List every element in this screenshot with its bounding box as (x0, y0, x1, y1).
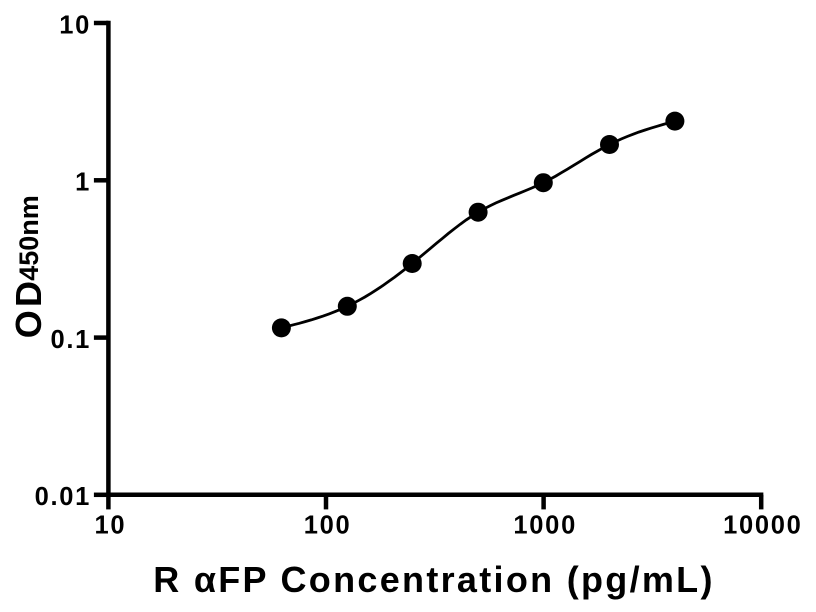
svg-text:OD: OD (8, 278, 49, 338)
svg-text:1: 1 (75, 169, 91, 197)
svg-text:100: 100 (304, 511, 352, 539)
svg-text:10: 10 (59, 11, 91, 39)
svg-text:R αFP Concentration (pg/mL): R αFP Concentration (pg/mL) (153, 559, 715, 600)
svg-text:0.01: 0.01 (35, 483, 91, 511)
svg-text:10: 10 (95, 511, 127, 539)
svg-text:0.1: 0.1 (50, 326, 91, 354)
svg-text:10000: 10000 (723, 511, 802, 539)
svg-text:450nm: 450nm (14, 195, 44, 281)
svg-text:1000: 1000 (513, 511, 577, 539)
